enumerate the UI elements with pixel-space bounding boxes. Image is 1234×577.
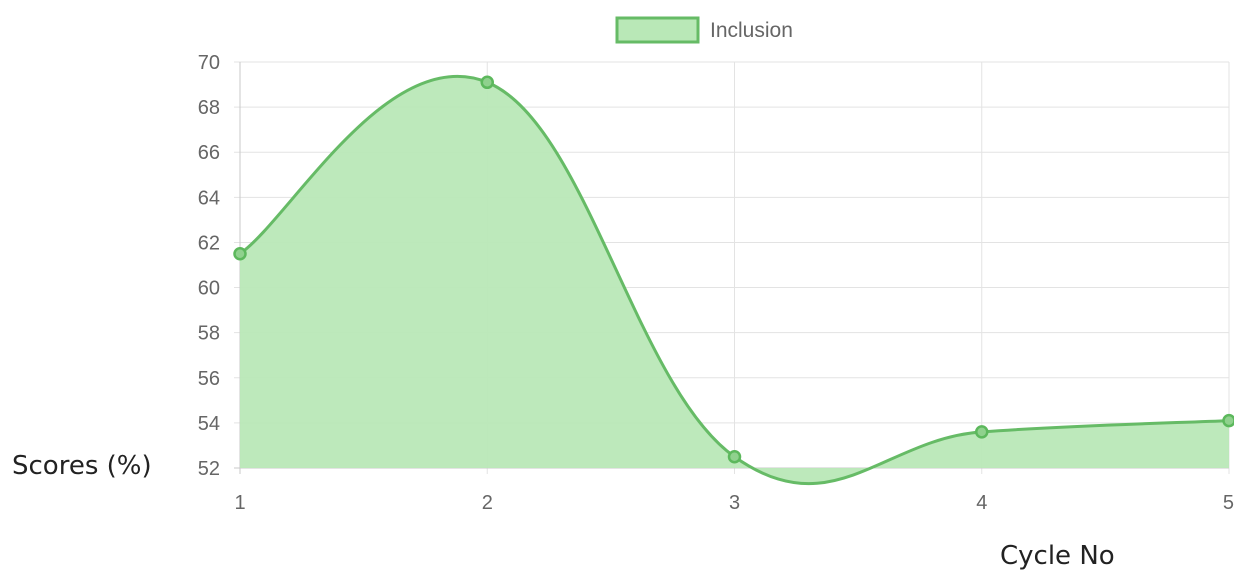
x-tick-label: 4 [976,492,987,514]
y-tick-label: 56 [198,368,220,390]
y-tick-label: 68 [198,97,220,119]
legend-label[interactable]: Inclusion [710,19,793,42]
y-tick-label: 54 [198,413,220,435]
x-tick-label: 5 [1223,492,1234,514]
x-tick-label: 1 [234,492,245,514]
y-axis-ticks: 52 54 56 58 60 62 64 66 68 70 [198,52,220,480]
legend-swatch[interactable] [615,16,700,44]
x-tick-label: 2 [482,492,493,514]
y-tick-label: 64 [198,187,220,209]
series-area-inclusion [240,76,1229,484]
y-tick-label: 70 [198,52,220,74]
y-tick-label: 58 [198,323,220,345]
data-point[interactable] [1222,413,1234,428]
y-tick-label: 52 [198,458,220,480]
x-axis-ticks: 1 2 3 4 5 [234,492,1234,514]
y-tick-label: 66 [198,142,220,164]
x-axis-title: Cycle No [1000,541,1115,571]
data-point[interactable] [727,449,742,464]
x-tick-label: 3 [729,492,740,514]
y-tick-label: 60 [198,278,220,300]
data-points [233,75,1234,464]
y-tick-label: 62 [198,232,220,254]
data-point[interactable] [233,246,247,261]
legend[interactable]: Inclusion [615,16,793,44]
y-axis-title: Scores (%) [12,451,152,481]
data-point[interactable] [480,75,494,90]
data-point[interactable] [975,425,989,439]
series-line-inclusion [239,74,1230,486]
